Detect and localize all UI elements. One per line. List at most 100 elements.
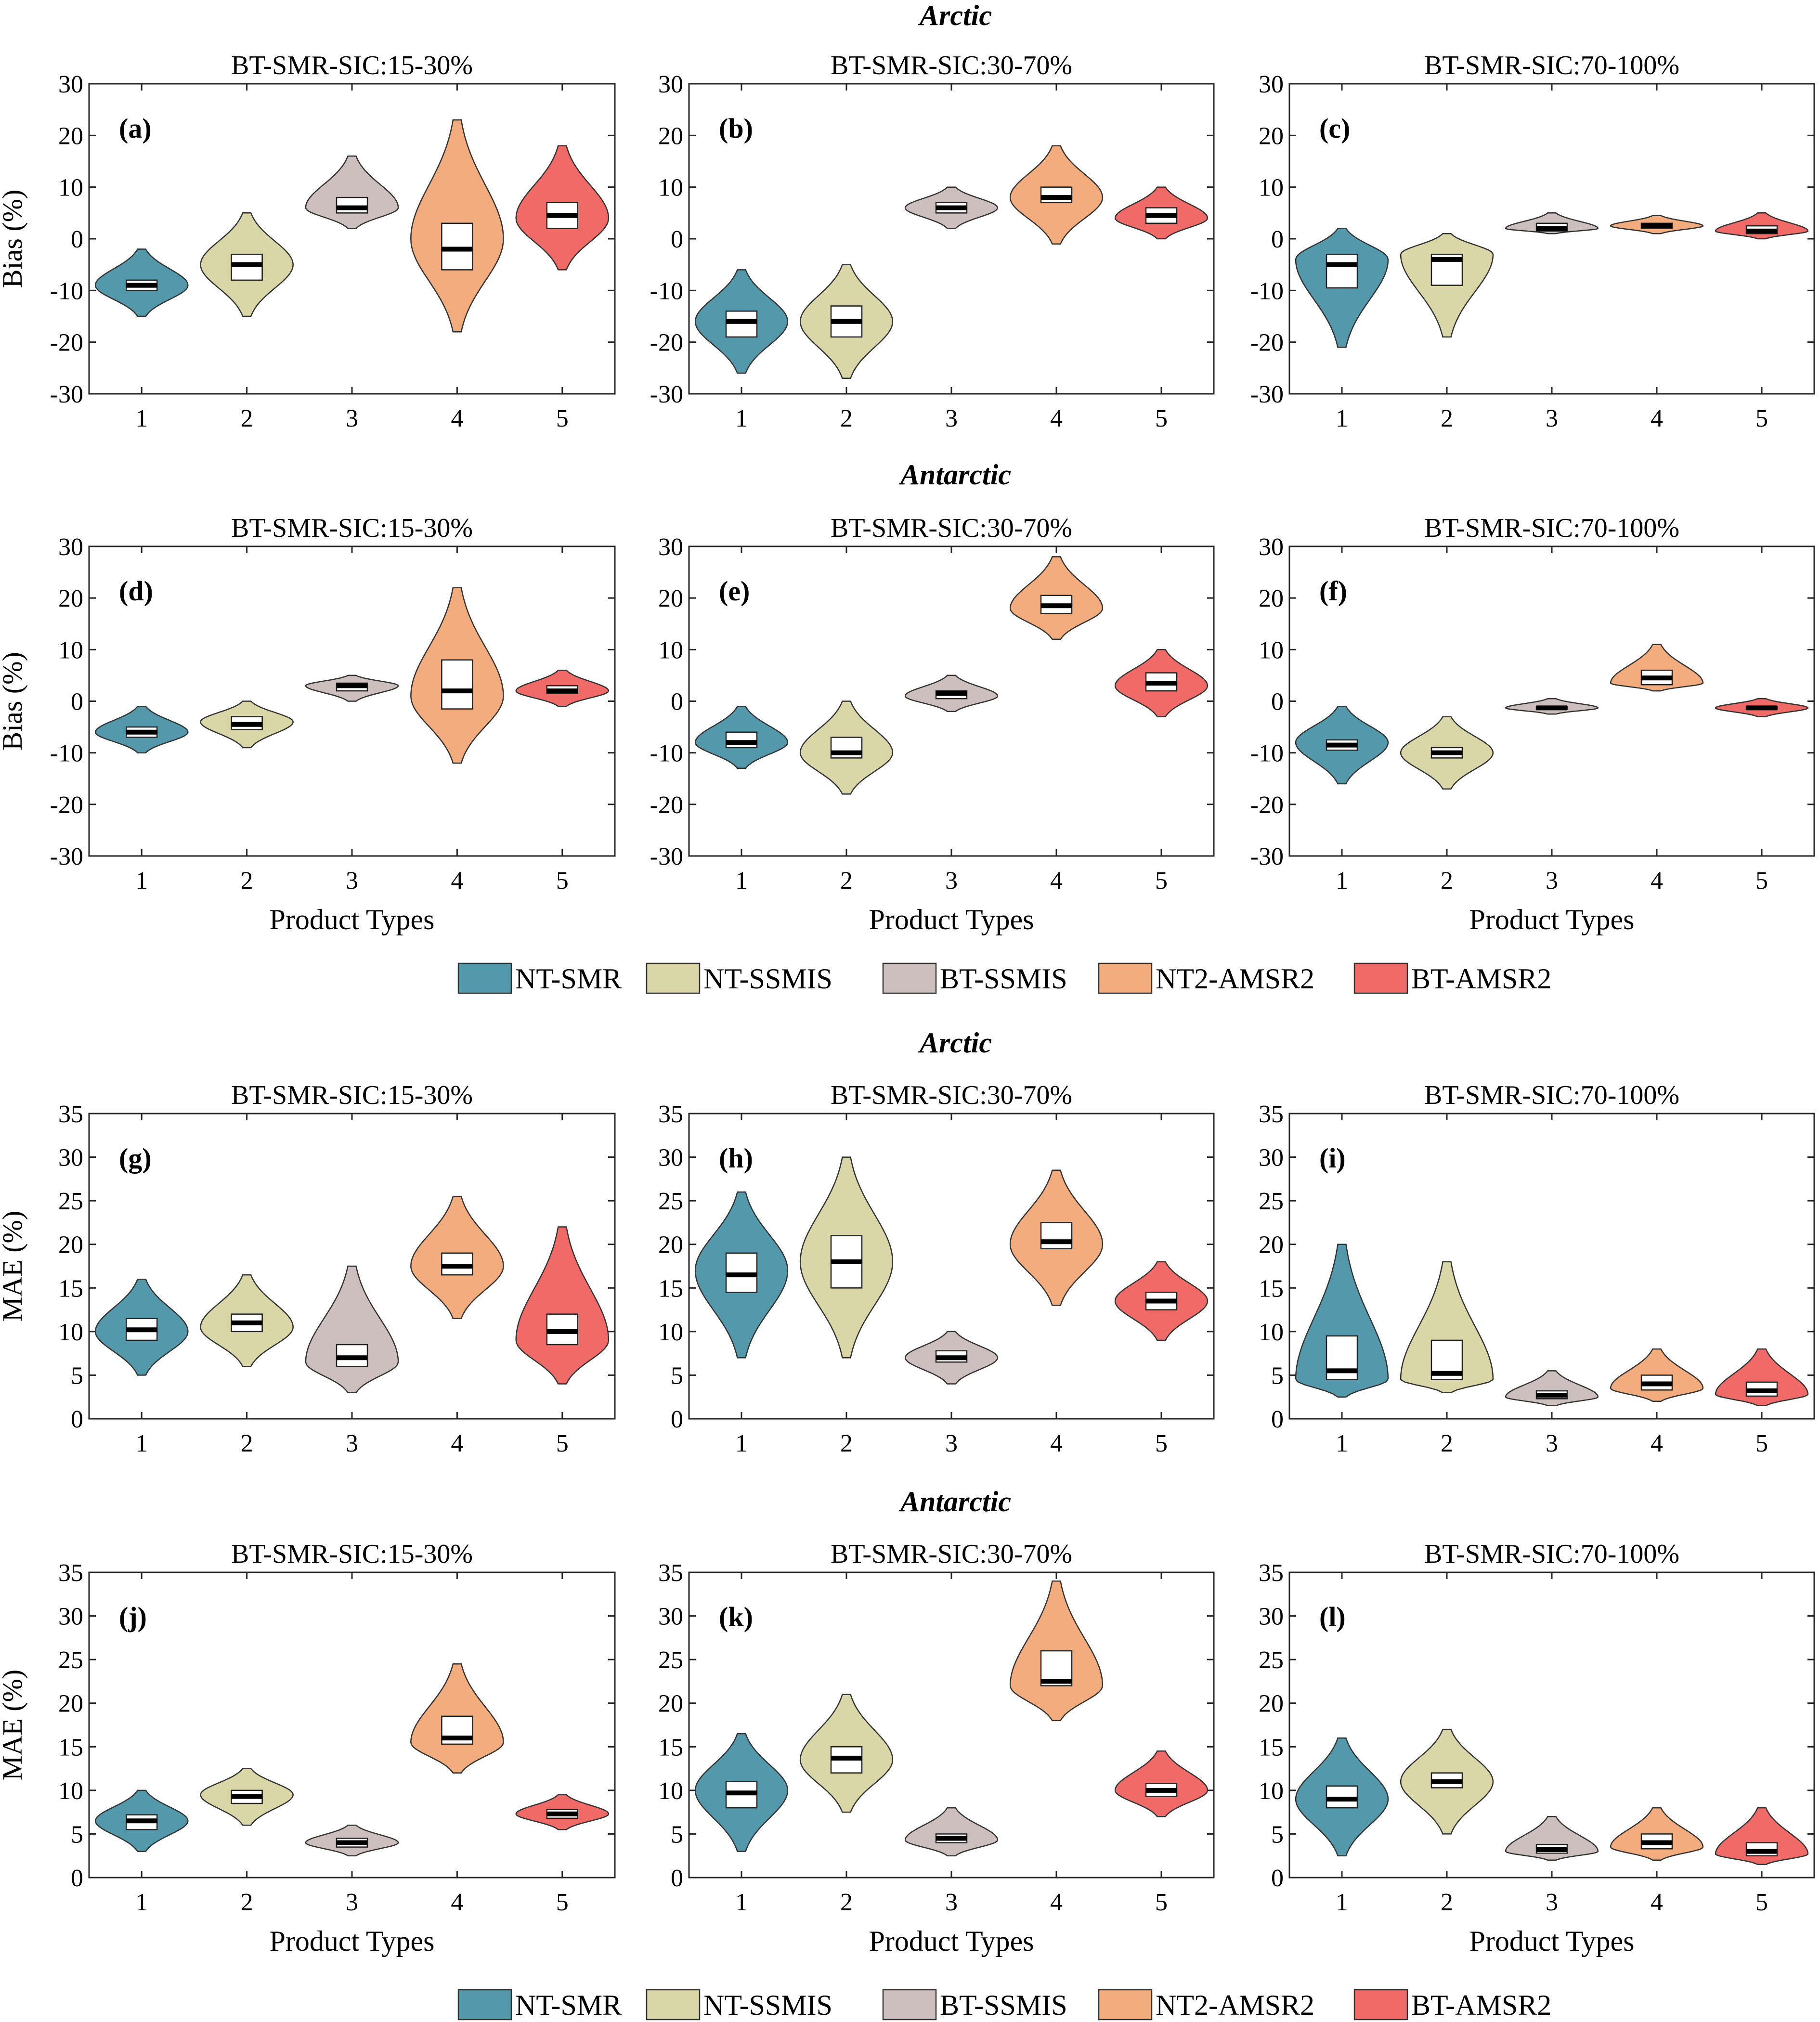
y-tick-label: 15 (1259, 1275, 1284, 1302)
y-tick-label: -20 (50, 329, 83, 357)
x-tick-label: 3 (945, 1889, 958, 1916)
legend-label: BT-SSMIS (940, 963, 1067, 995)
y-tick-label: 20 (658, 585, 683, 612)
x-tick-label: 2 (241, 1889, 253, 1916)
panel-title: BT-SMR-SIC:15-30% (231, 51, 473, 80)
y-tick-label: 30 (1259, 71, 1284, 98)
y-axis-label: MAE (%) (0, 1211, 28, 1322)
legends: NT-SMR NT-SSMIS BT-SSMIS NT2-AMSR2 BT-AMSR2N… (457, 962, 1551, 2021)
x-tick-label: 5 (1155, 1889, 1168, 1916)
y-axis-label: Bias (%) (0, 652, 28, 751)
legend-swatch (646, 1989, 701, 2021)
y-tick-label: 30 (658, 1603, 683, 1631)
panel-label: (c) (1319, 113, 1350, 144)
x-tick-label: 2 (1441, 1889, 1453, 1916)
x-tick-label: 4 (451, 867, 463, 894)
y-tick-label: 20 (58, 122, 83, 150)
violin-5 (1715, 1348, 1809, 1407)
x-tick-label: 3 (1546, 405, 1558, 432)
violin-3 (1505, 1815, 1599, 1861)
panel-label: (b) (719, 113, 753, 144)
y-tick-label: 20 (1259, 1231, 1284, 1259)
y-tick-label: 30 (658, 71, 683, 98)
violin-3 (904, 1807, 999, 1856)
y-tick-label: 10 (1259, 1319, 1284, 1346)
legend-label: BT-AMSR2 (1411, 1989, 1551, 2021)
y-tick-label: 0 (71, 688, 83, 716)
violin-5 (515, 1226, 610, 1385)
x-tick-label: 1 (735, 1430, 748, 1457)
panel-title: BT-SMR-SIC:30-70% (831, 1539, 1072, 1569)
violin-5 (1715, 1807, 1809, 1866)
panel-k: 0 5 10 15 20 25 30 35 1 2 3 4 5 BT-SMR-SIC:30-70% (k) P… (658, 1539, 1215, 1957)
x-tick-label: 2 (840, 1430, 853, 1457)
y-tick-label: 15 (1259, 1734, 1284, 1761)
y-tick-label: 10 (658, 1319, 683, 1346)
x-tick-label: 3 (1546, 1889, 1558, 1916)
y-tick-label: 15 (58, 1734, 83, 1761)
y-tick-label: -10 (650, 740, 683, 767)
y-tick-label: -10 (50, 740, 83, 767)
iqr-box-1 (1326, 253, 1358, 289)
panel-title: BT-SMR-SIC:15-30% (231, 513, 473, 543)
iqr-box-4 (441, 222, 473, 271)
legend-item: NT-SSMIS (646, 1989, 832, 2021)
y-tick-label: 20 (658, 122, 683, 150)
x-axis-label: Product Types (869, 904, 1034, 935)
x-tick-label: 4 (1651, 1430, 1663, 1457)
y-tick-label: 10 (58, 1319, 83, 1346)
legend-item: BT-AMSR2 (1353, 962, 1551, 995)
panel-label: (j) (119, 1601, 147, 1633)
y-tick-label: 5 (671, 1362, 683, 1389)
panel-label: (l) (1319, 1601, 1346, 1633)
x-tick-label: 1 (135, 1889, 148, 1916)
x-tick-label: 1 (1336, 1430, 1348, 1457)
panel-title: BT-SMR-SIC:15-30% (231, 1539, 473, 1569)
violin-3 (305, 156, 399, 229)
y-tick-label: 30 (1259, 1144, 1284, 1172)
panel-h: 0 5 10 15 20 25 30 35 1 2 3 4 5 BT-SMR-SIC:30-70% (h) (658, 1080, 1215, 1457)
y-tick-label: 10 (1259, 636, 1284, 664)
y-tick-label: 5 (71, 1362, 83, 1389)
legend-swatch (1353, 1989, 1408, 2021)
x-tick-label: 1 (135, 1430, 148, 1457)
y-tick-label: -10 (1250, 277, 1284, 305)
x-tick-label: 1 (735, 405, 748, 432)
section-title-mae-antarctic: Antarctic (898, 1486, 1011, 1517)
panel-title: BT-SMR-SIC:30-70% (831, 51, 1072, 80)
y-tick-label: 0 (671, 1406, 683, 1433)
y-tick-label: 10 (58, 174, 83, 202)
panel-j: 0 5 10 15 20 25 30 35 1 2 3 4 5 BT-SMR-SIC:15-30% (j) M… (0, 1539, 616, 1957)
x-tick-label: 5 (556, 867, 569, 894)
y-tick-label: 10 (658, 174, 683, 202)
y-tick-label: 10 (1259, 174, 1284, 202)
legend-label: NT-SMR (515, 1989, 622, 2021)
plot-frame (688, 83, 1215, 395)
x-tick-label: 2 (840, 867, 853, 894)
panel-a: -30 -20 -10 0 10 20 30 1 2 3 4 5 BT-SMR-SIC:15-30% (a… (0, 51, 616, 432)
y-tick-label: -20 (1250, 329, 1284, 357)
x-tick-label: 2 (241, 1430, 253, 1457)
y-tick-label: 30 (58, 1603, 83, 1631)
x-tick-label: 5 (1755, 1430, 1768, 1457)
y-tick-label: -30 (650, 381, 683, 408)
legend-label: NT-SSMIS (703, 1989, 832, 2021)
y-tick-label: 10 (658, 1777, 683, 1805)
legend-label: NT-SMR (515, 963, 622, 995)
y-tick-label: 10 (58, 636, 83, 664)
x-tick-label: 5 (556, 1889, 569, 1916)
y-tick-label: 20 (1259, 1690, 1284, 1718)
y-tick-label: 35 (1259, 1101, 1284, 1128)
y-tick-label: 20 (1259, 585, 1284, 612)
x-tick-label: 3 (945, 867, 958, 894)
y-tick-label: 35 (58, 1559, 83, 1587)
panel-l: 0 5 10 15 20 25 30 35 1 2 3 4 5 BT-SMR-SIC:70-100% (l)… (1259, 1539, 1815, 1957)
panel-e: -30 -20 -10 0 10 20 30 1 2 3 4 5 BT-SMR-SIC:30-70% (e… (650, 513, 1215, 935)
y-tick-label: -10 (650, 277, 683, 305)
panel-label: (a) (119, 113, 152, 144)
x-tick-label: 4 (451, 405, 463, 432)
y-tick-label: 0 (1271, 1865, 1284, 1892)
x-tick-label: 4 (1050, 405, 1063, 432)
legend-swatch (1098, 1989, 1153, 2021)
